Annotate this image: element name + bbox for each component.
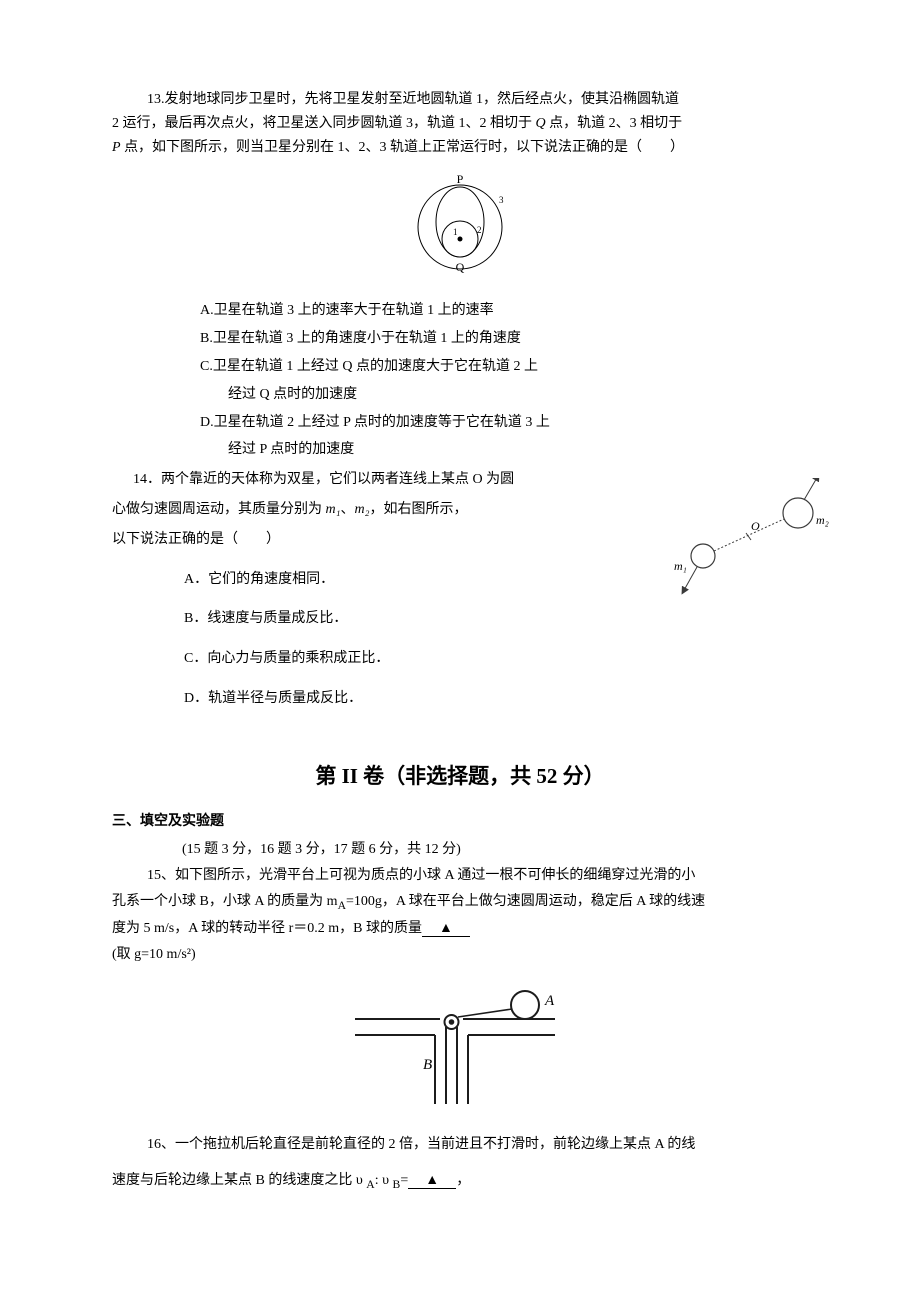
m1-label: m₁	[674, 559, 687, 573]
orbit1-num: 1	[453, 227, 458, 237]
q14: O m₁ m₂ 14．两个靠近的天体称为双星，它们以两者连线上某点 O 为圆 心…	[112, 468, 808, 711]
q16-subA: A	[366, 1178, 374, 1191]
q14-optB: B．线速度与质量成反比．	[184, 607, 808, 631]
earth-dot	[458, 237, 463, 242]
q13-q-label: Q	[536, 116, 546, 131]
q14-optC: C．向心力与质量的乘积成正比．	[184, 647, 808, 671]
q13-stem-line2: 2 运行，最后再次点火，将卫星送入同步圆轨道 3，轨道 1、2 相切于 Q 点，…	[112, 112, 808, 136]
q13-p-label: P	[112, 140, 121, 155]
q15-l2b: =100g，A 球在平台上做匀速圆周运动，稳定后 A 球的线速	[346, 894, 705, 909]
q13-optD-l2: 经过 P 点时的加速度	[228, 438, 808, 462]
orbit-3	[418, 185, 502, 269]
q15-blank: ▲	[422, 922, 470, 937]
q15-l4: (取 g=10 m/s²)	[112, 943, 808, 967]
v-arrow-m2	[804, 478, 818, 500]
m2-label: m₂	[816, 513, 829, 527]
q13: 13.发射地球同步卫星时，先将卫星发射至近地圆轨道 1，然后经点火，使其沿椭圆轨…	[112, 88, 808, 462]
p-point-label: P	[457, 172, 464, 186]
q16-eq: =	[400, 1173, 408, 1188]
q16-tail: ，	[456, 1173, 470, 1188]
orbit-2	[436, 187, 484, 257]
connecting-line	[714, 519, 784, 551]
platform-diagram: A B	[345, 979, 575, 1109]
binary-star-diagram: O m₁ m₂	[648, 478, 848, 598]
q13-stem2-tail: 点，轨道 2、3 相切于	[546, 116, 683, 131]
q-point-label: Q	[456, 260, 465, 274]
orbit-diagram: P Q 1 2 3	[395, 167, 525, 287]
q13-optA: A.卫星在轨道 3 上的速率大于在轨道 1 上的速率	[200, 299, 808, 323]
q16-blank: ▲	[408, 1174, 456, 1189]
q14-m1: m₁	[326, 502, 341, 517]
ball-a	[511, 991, 539, 1019]
o-label: O	[751, 519, 760, 533]
star-m2	[783, 498, 813, 528]
pulley-dot	[450, 1020, 454, 1024]
q13-stem3-tail: 点，如下图所示，则当卫星分别在 1、2、3 轨道上正常运行时，以下说法正确的是（…	[121, 140, 685, 155]
q16: 16、一个拖拉机后轮直径是前轮直径的 2 倍，当前进且不打滑时，前轮边缘上某点 …	[112, 1133, 808, 1194]
ball-b-label: B	[423, 1057, 432, 1073]
section2-title: 第 II 卷（非选择题，共 52 分）	[112, 759, 808, 795]
q16-l2: 速度与后轮边缘上某点 B 的线速度之比 υ A: υ B=▲，	[112, 1169, 808, 1195]
string-top	[458, 1009, 512, 1017]
orbit2-num: 2	[477, 225, 482, 235]
section2-scoring: (15 题 3 分，16 题 3 分，17 题 6 分，共 12 分)	[112, 838, 808, 862]
q15-l3a: 度为 5 m/s，A 球的转动半径 r＝0.2 m，B 球的质量	[112, 921, 422, 936]
ball-a-label: A	[544, 993, 555, 1009]
q15: 15、如下图所示，光滑平台上可视为质点的小球 A 通过一根不可伸长的细绳穿过光滑…	[112, 864, 808, 1109]
star-m1	[691, 544, 715, 568]
q16-l2a: 速度与后轮边缘上某点 B 的线速度之比 υ	[112, 1173, 366, 1188]
q13-stem2-text: 2 运行，最后再次点火，将卫星送入同步圆轨道 3，轨道 1、2 相切于	[112, 116, 536, 131]
q14-stem2-a: 心做匀速圆周运动，其质量分别为	[112, 502, 326, 517]
q16-l1: 16、一个拖拉机后轮直径是前轮直径的 2 倍，当前进且不打滑时，前轮边缘上某点 …	[112, 1133, 808, 1157]
q13-stem-line1: 13.发射地球同步卫星时，先将卫星发射至近地圆轨道 1，然后经点火，使其沿椭圆轨…	[112, 88, 808, 112]
q15-l3: 度为 5 m/s，A 球的转动半径 r＝0.2 m，B 球的质量▲	[112, 917, 808, 941]
q13-optD-l1: D.卫星在轨道 2 上经过 P 点时的加速度等于它在轨道 3 上	[200, 411, 808, 435]
q13-optC-l2: 经过 Q 点时的加速度	[228, 383, 808, 407]
section2-subheading: 三、填空及实验题	[112, 810, 808, 834]
q16-colon: : υ	[375, 1173, 393, 1188]
q14-sep: 、	[340, 502, 354, 517]
q13-options: A.卫星在轨道 3 上的速率大于在轨道 1 上的速率 B.卫星在轨道 3 上的角…	[200, 299, 808, 462]
q15-mA-sub: A	[338, 899, 346, 912]
orbit3-num: 3	[499, 195, 504, 205]
q15-l2a: 孔系一个小球 B，小球 A 的质量为 m	[112, 894, 338, 909]
q13-optB: B.卫星在轨道 3 上的角速度小于在轨道 1 上的角速度	[200, 327, 808, 351]
q13-stem-line3: P 点，如下图所示，则当卫星分别在 1、2、3 轨道上正常运行时，以下说法正确的…	[112, 136, 808, 160]
q14-m2: m₂	[354, 502, 369, 517]
q13-optC-l1: C.卫星在轨道 1 上经过 Q 点的加速度大于它在轨道 2 上	[200, 355, 808, 379]
q15-l2: 孔系一个小球 B，小球 A 的质量为 mA=100g，A 球在平台上做匀速圆周运…	[112, 890, 808, 916]
q14-optD: D．轨道半径与质量成反比．	[184, 687, 808, 711]
q15-l1: 15、如下图所示，光滑平台上可视为质点的小球 A 通过一根不可伸长的细绳穿过光滑…	[112, 864, 808, 888]
q14-stem2-b: ，如右图所示，	[369, 502, 467, 517]
